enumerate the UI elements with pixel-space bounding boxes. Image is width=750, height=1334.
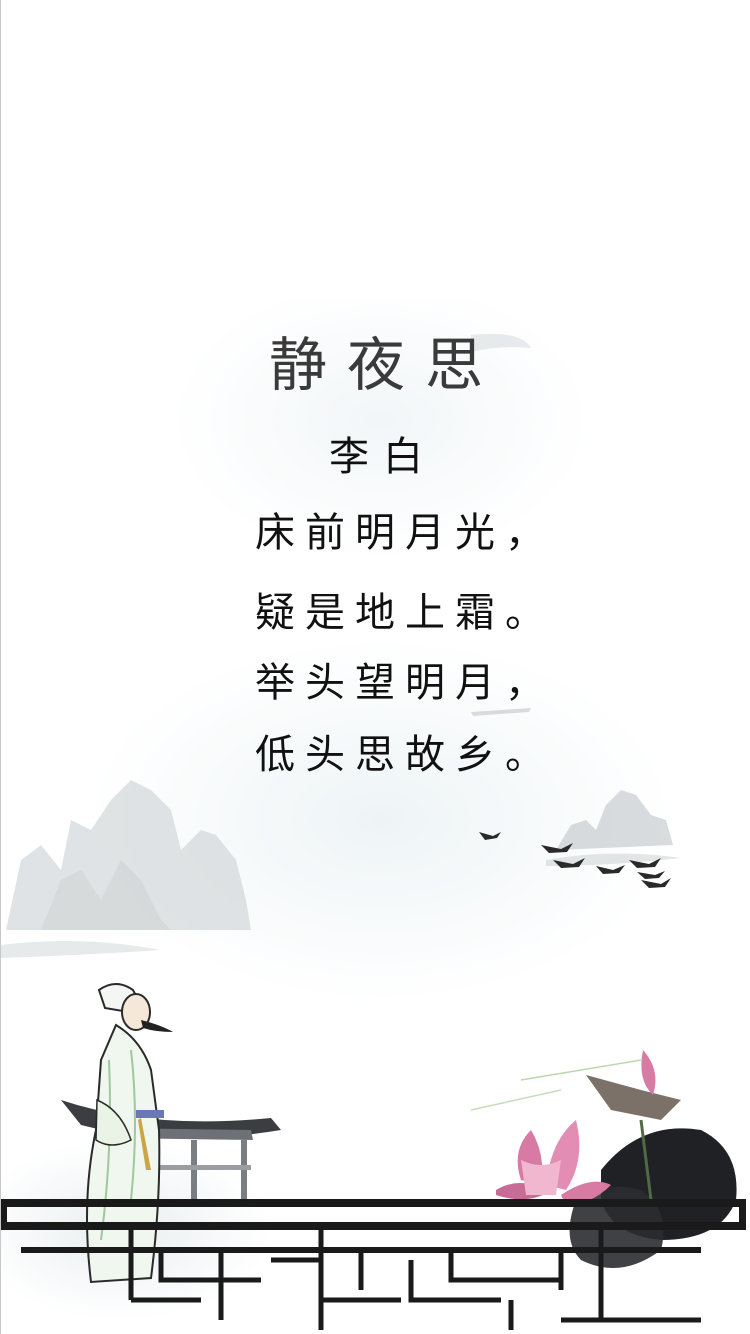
cranes-icon [479,832,671,888]
poem-line-2: 疑是地上霜。 [255,590,555,636]
mountains-right-icon [546,790,681,866]
brush-streak-mid [471,708,531,716]
poem-line-1: 床前明月光， [255,510,555,556]
lotus-leaf-icon [569,1075,737,1268]
poem-author: 李白 [329,434,437,480]
brush-streak-top [471,333,531,352]
poet-figure-icon [86,983,173,1284]
poem-line-4: 低头思故乡。 [255,732,555,778]
poem-title: 静夜思 [268,331,503,399]
poem-line-3: 举头望明月， [255,660,555,706]
lattice-railing-icon [1,1199,746,1330]
mountains-left-icon [1,780,251,958]
